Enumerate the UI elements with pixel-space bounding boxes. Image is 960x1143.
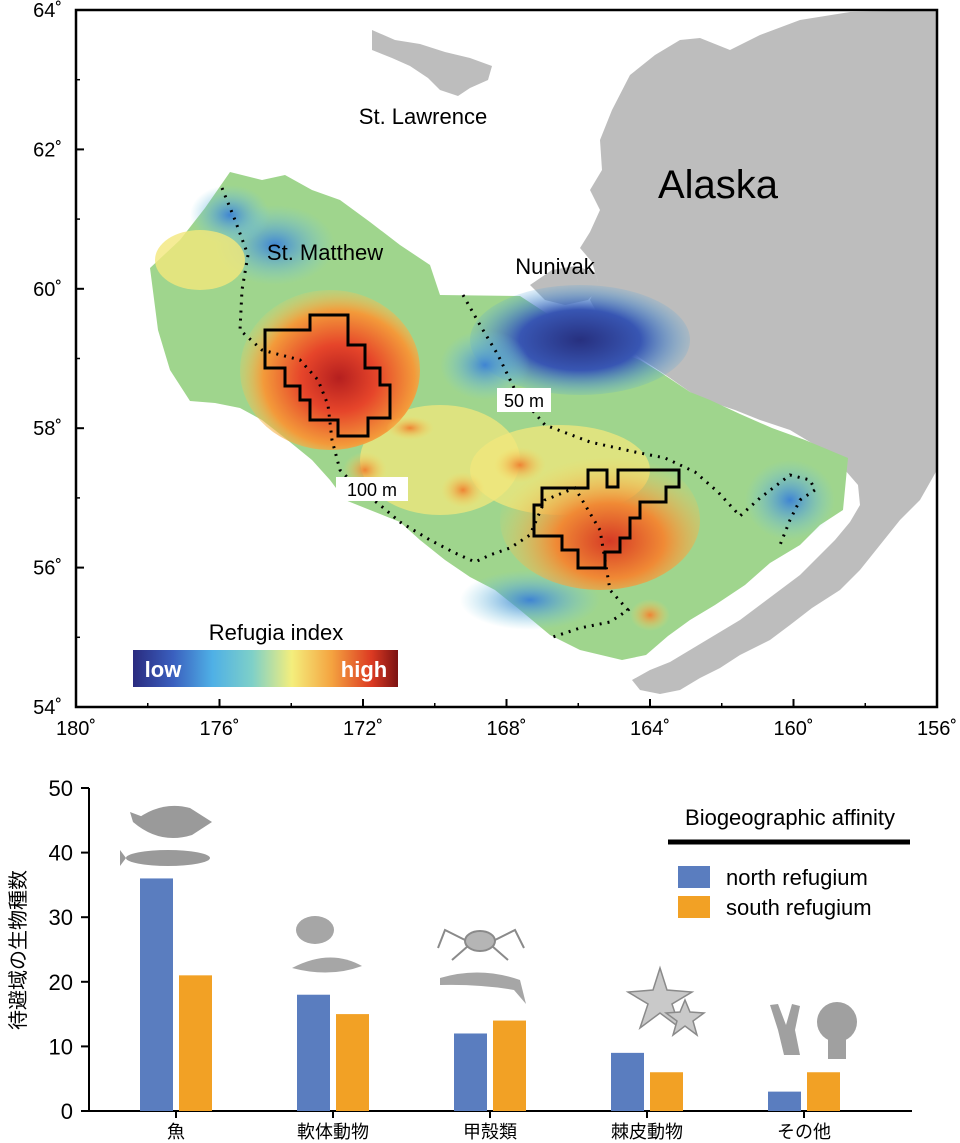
bar-north-1 bbox=[297, 994, 330, 1111]
nunivak-label: Nunivak bbox=[515, 254, 595, 279]
bar-y-tick-label: 10 bbox=[49, 1034, 73, 1059]
orange-spot-3 bbox=[494, 447, 546, 483]
map-x-tick-label: 168˚ bbox=[486, 718, 526, 740]
bar-north-3 bbox=[611, 1052, 644, 1111]
category-label: 甲殻類 bbox=[463, 1122, 517, 1142]
legend-low-label: low bbox=[145, 657, 183, 682]
bar-south-4 bbox=[807, 1072, 840, 1111]
bar-marks bbox=[140, 878, 840, 1111]
legend-label-north: north refugium bbox=[726, 865, 868, 890]
st-lawrence-label: St. Lawrence bbox=[359, 104, 487, 129]
bar-category-labels: 魚 軟体動物 甲殻類 棘皮動物 その他 bbox=[167, 1111, 831, 1142]
bar-south-3 bbox=[650, 1072, 683, 1111]
bar-y-tick-label: 20 bbox=[49, 970, 73, 995]
bar-legend-title: Biogeographic affinity bbox=[685, 805, 895, 830]
bar-south-0 bbox=[179, 975, 212, 1111]
map-panel: 50 m 100 m Alaska St. Lawrence St. Matth… bbox=[133, 10, 937, 694]
bar-chart: 0 10 20 30 40 50 魚 軟体動物 甲殻類 棘皮動物 その他 待避域の生物種数 Bio… bbox=[7, 776, 912, 1142]
yellow-region-north bbox=[155, 230, 245, 290]
orange-spot-4 bbox=[630, 599, 670, 631]
contour-100m-line bbox=[220, 187, 631, 640]
fish-small-icon bbox=[120, 850, 210, 866]
map-x-tick-label: 172˚ bbox=[343, 718, 383, 740]
st-matthew-label: St. Matthew bbox=[267, 240, 383, 265]
blue-region-central bbox=[440, 330, 530, 400]
contour-100m-label: 100 m bbox=[347, 480, 397, 500]
anemone-icon bbox=[817, 1002, 857, 1059]
hot-region-south bbox=[500, 450, 700, 590]
map-y-tick-label: 54˚ bbox=[33, 697, 62, 719]
contour-50m-label-box bbox=[497, 388, 551, 412]
category-label: 棘皮動物 bbox=[611, 1122, 683, 1142]
map-y-tick-label: 60˚ bbox=[33, 279, 62, 301]
bar-north-0 bbox=[140, 878, 173, 1111]
bar-y-tick-label: 30 bbox=[49, 905, 73, 930]
map-x-tick-label: 160˚ bbox=[773, 718, 813, 740]
orange-spot-1 bbox=[441, 472, 485, 508]
bar-y-tick-label: 40 bbox=[49, 841, 73, 866]
st-lawrence-island bbox=[372, 30, 492, 96]
map-tick-labels: 180˚ 176˚ 172˚ 168˚ 164˚ 160˚ 156˚ 64˚ 62˚ 60˚ 58˚… bbox=[33, 0, 957, 740]
bar-south-2 bbox=[493, 1020, 526, 1111]
crab-icon bbox=[437, 928, 525, 961]
alaska-land bbox=[580, 10, 937, 694]
blue-region-west bbox=[190, 185, 270, 245]
legend-swatch-south bbox=[678, 896, 710, 918]
bar-y-ticks: 0 10 20 30 40 50 bbox=[49, 776, 89, 1124]
orange-spot-5 bbox=[386, 416, 434, 440]
map-y-tick-label: 62˚ bbox=[33, 139, 62, 161]
map-ticks bbox=[75, 9, 938, 708]
legend-swatch-north bbox=[678, 866, 710, 888]
bar-y-tick-label: 50 bbox=[49, 776, 73, 801]
legend-label-south: south refugium bbox=[726, 895, 872, 920]
legend-colorbar bbox=[133, 650, 398, 687]
fish-icon bbox=[130, 805, 212, 839]
bar-south-1 bbox=[336, 1014, 369, 1111]
map-y-tick-label: 64˚ bbox=[33, 0, 62, 22]
shrimp-icon bbox=[440, 972, 526, 1004]
starfish-icon bbox=[625, 965, 707, 1037]
contour-100m-label-box bbox=[336, 477, 408, 501]
bar-north-2 bbox=[454, 1033, 487, 1111]
north-refugium-outline bbox=[263, 313, 392, 438]
bar-y-tick-label: 0 bbox=[61, 1099, 73, 1124]
map-x-tick-label: 180˚ bbox=[56, 718, 96, 740]
map-x-tick-label: 164˚ bbox=[630, 718, 670, 740]
legend-high-label: high bbox=[341, 657, 387, 682]
map-y-tick-label: 56˚ bbox=[33, 558, 62, 580]
south-refugium-outline bbox=[532, 468, 681, 570]
category-label: 軟体動物 bbox=[297, 1122, 369, 1142]
blue-region-east bbox=[745, 460, 835, 540]
map-y-tick-label: 58˚ bbox=[33, 418, 62, 440]
contour-50m-label: 50 m bbox=[504, 391, 544, 411]
y-axis-title: 待避域の生物種数 bbox=[7, 870, 30, 1030]
map-x-tick-label: 176˚ bbox=[199, 718, 239, 740]
alaska-label: Alaska bbox=[658, 163, 779, 207]
legend-title: Refugia index bbox=[209, 620, 344, 645]
category-label: 魚 bbox=[167, 1122, 185, 1142]
shell-icon bbox=[292, 916, 362, 973]
bar-north-4 bbox=[768, 1091, 801, 1111]
category-label: その他 bbox=[777, 1122, 831, 1142]
coral-icon bbox=[770, 1004, 800, 1055]
map-x-tick-label: 156˚ bbox=[917, 718, 957, 740]
